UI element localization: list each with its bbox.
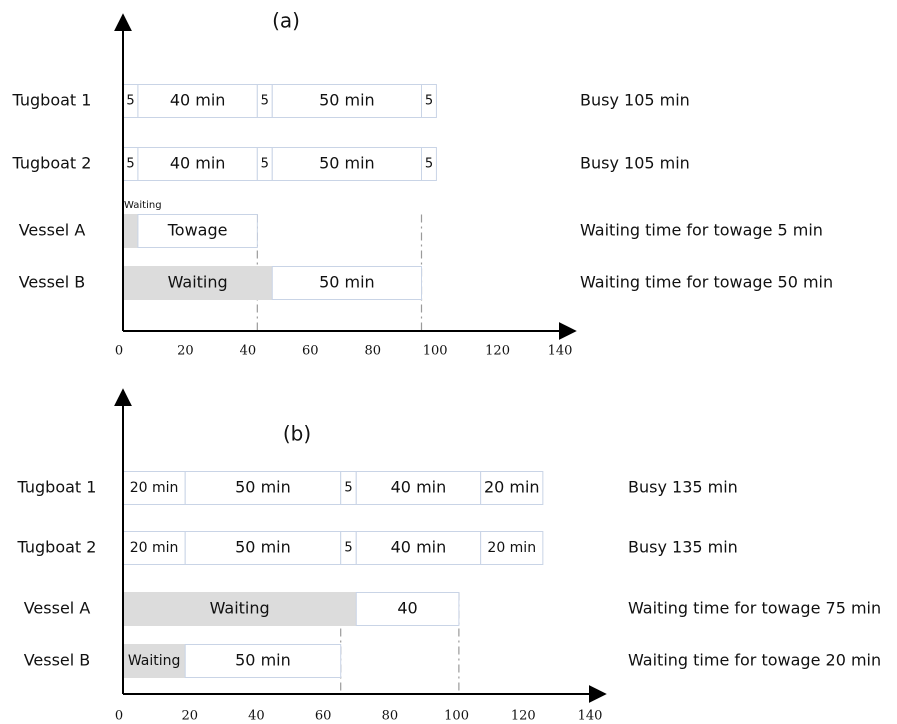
tick-label: 0 [115,709,123,724]
segment-label: 40 [397,599,417,618]
row-label: Vessel B [19,273,86,292]
gantt-segment [480,531,544,565]
row-label: Vessel A [24,599,91,618]
segment-label: 20 min [130,480,179,496]
segment-label: 50 min [319,273,375,292]
segment-label: 5 [261,94,269,109]
gantt-segment [122,592,357,626]
segment-label: 5 [261,157,269,172]
segment-label: 20 min [484,478,540,497]
row-summary: Waiting time for towage 75 min [628,599,881,618]
gantt-segment [184,531,342,565]
tick-label: 20 [177,344,194,359]
segment-label: 50 min [319,91,375,110]
gantt-segment [355,531,482,565]
row-summary: Waiting time for towage 50 min [580,273,833,292]
row-summary: Waiting time for towage 20 min [628,651,881,670]
waiting-caption: Waiting [124,200,162,211]
gantt-segment [355,592,460,626]
panel-title: (a) [272,9,300,33]
segment-label: 40 min [391,538,447,557]
segment-label: Towage [167,221,228,240]
gantt-segment [271,266,422,300]
segment-label: 50 min [235,538,291,557]
segment-label: 5 [344,481,352,496]
tick-label: 80 [364,344,381,359]
row-label: Tugboat 1 [12,91,92,110]
gantt-segment [122,644,186,678]
row-label: Tugboat 2 [12,154,92,173]
segment-label: 40 min [170,154,226,173]
gantt-segment [137,147,258,181]
gantt-segment [421,147,437,181]
tick-label: 40 [240,344,257,359]
tick-label: 60 [315,709,332,724]
tick-label: 120 [511,709,536,724]
segment-label: Waiting [168,273,228,292]
tick-label: 0 [115,344,123,359]
tick-label: 100 [444,709,469,724]
row-summary: Waiting time for towage 5 min [580,221,823,240]
segment-label: 20 min [487,540,536,556]
segment-label: Waiting [210,599,270,618]
tick-label: 60 [302,344,319,359]
segment-label: 5 [425,94,433,109]
tick-label: 120 [485,344,510,359]
gantt-segment [137,84,258,118]
tick-label: 20 [181,709,198,724]
row-label: Tugboat 2 [17,538,97,557]
gantt-segment [271,84,422,118]
segment-label: 5 [425,157,433,172]
segment-label: 5 [126,157,134,172]
segment-label: 40 min [391,478,447,497]
gantt-segment [480,471,544,505]
segment-label: Waiting [128,653,181,669]
segment-label: 50 min [235,651,291,670]
row-summary: Busy 135 min [628,478,738,497]
tick-label: 100 [423,344,448,359]
panel-title: (b) [283,422,311,446]
gantt-segment [184,471,342,505]
gantt-segment [122,214,139,248]
row-label: Vessel A [19,221,86,240]
tick-label: 40 [248,709,265,724]
segment-label: 50 min [235,478,291,497]
gantt-segment [421,84,437,118]
segment-label: 50 min [319,154,375,173]
tick-label: 80 [382,709,399,724]
row-label: Vessel B [24,651,91,670]
segment-label: 5 [344,541,352,556]
segment-label: 20 min [130,540,179,556]
gantt-segment [184,644,342,678]
segment-label: 40 min [170,91,226,110]
row-summary: Busy 105 min [580,154,690,173]
row-label: Tugboat 1 [17,478,97,497]
tick-label: 140 [548,344,573,359]
segment-label: 5 [126,94,134,109]
gantt-segment [137,214,258,248]
row-summary: Busy 135 min [628,538,738,557]
tick-label: 140 [578,709,603,724]
row-summary: Busy 105 min [580,91,690,110]
